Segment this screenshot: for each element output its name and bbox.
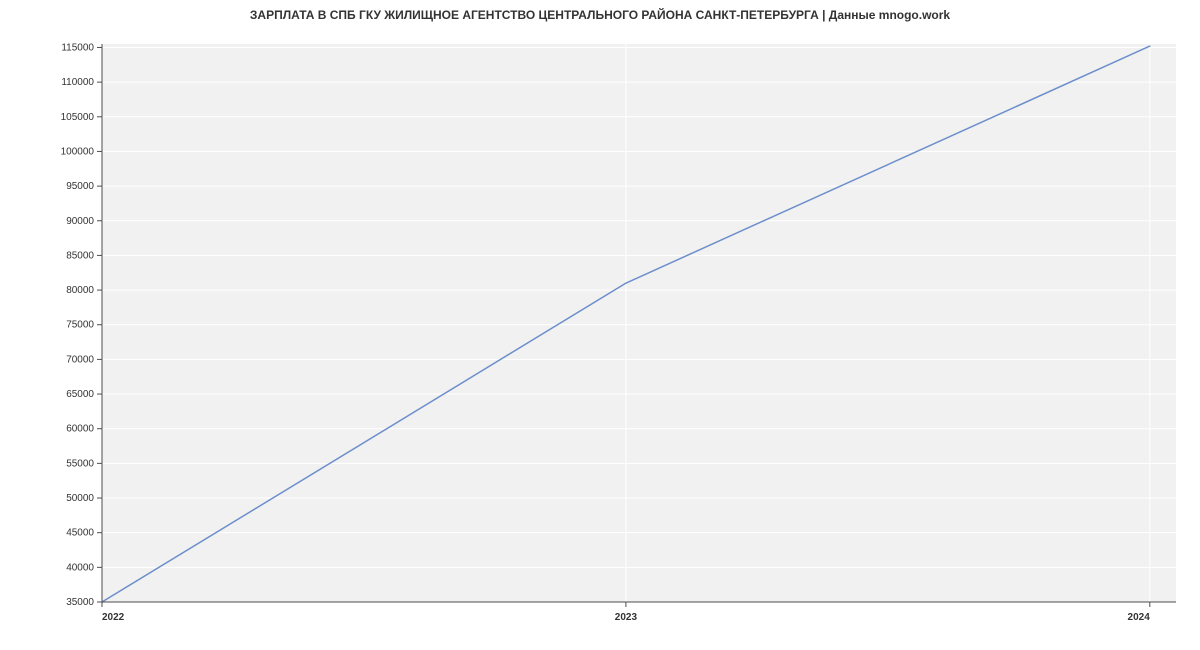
y-tick-label: 65000	[66, 389, 94, 400]
y-tick-label: 60000	[66, 424, 94, 435]
y-tick-label: 105000	[61, 112, 95, 123]
x-tick-label: 2022	[102, 612, 125, 623]
y-tick-label: 110000	[61, 77, 94, 88]
x-tick-label: 2024	[1128, 612, 1151, 623]
y-tick-label: 85000	[66, 250, 94, 261]
x-tick-label: 2023	[615, 612, 638, 623]
y-tick-label: 75000	[66, 320, 94, 331]
y-tick-label: 115000	[61, 42, 94, 53]
y-tick-label: 100000	[61, 146, 95, 157]
y-tick-label: 35000	[66, 597, 94, 608]
y-tick-label: 90000	[66, 216, 94, 227]
chart-svg: 35000 40000 45000 50000 55000 60000 65000 70000…	[0, 0, 1200, 650]
y-tick-label: 45000	[66, 528, 94, 539]
y-tick-label: 70000	[66, 354, 94, 365]
y-tick-label: 80000	[66, 285, 94, 296]
y-tick-label: 40000	[66, 562, 94, 573]
y-tick-label: 50000	[66, 493, 94, 504]
y-tick-label: 55000	[66, 458, 94, 469]
y-tick-label: 95000	[66, 181, 94, 192]
line-chart: ЗАРПЛАТА В СПБ ГКУ ЖИЛИЩНОЕ АГЕНТСТВО ЦЕ…	[0, 0, 1200, 650]
